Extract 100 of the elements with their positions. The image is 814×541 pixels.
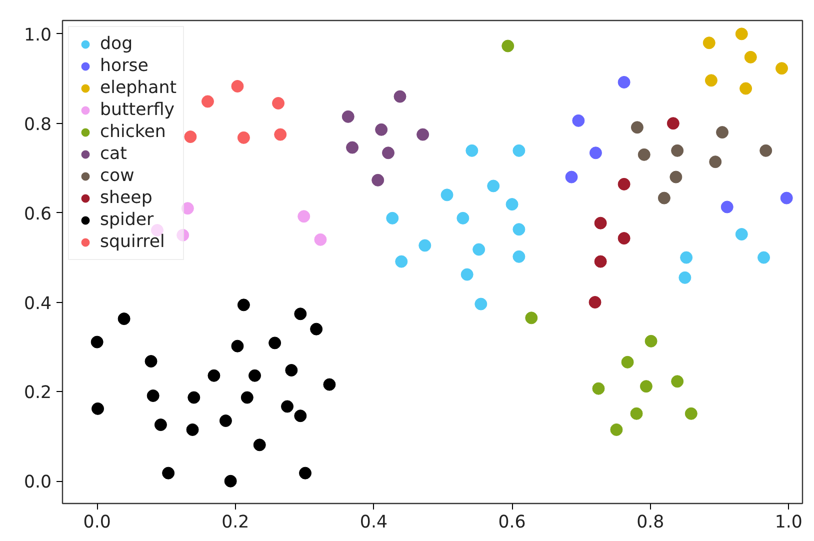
point: [670, 170, 682, 184]
point: [281, 400, 294, 413]
legend-label: cow: [100, 165, 134, 187]
point: [184, 130, 197, 144]
point: [758, 251, 770, 264]
point: [466, 144, 478, 157]
point: [684, 407, 698, 420]
legend-label: cat: [100, 143, 127, 165]
point: [588, 296, 602, 308]
point: [618, 232, 630, 245]
point: [456, 212, 470, 224]
point: [237, 131, 250, 144]
point: [472, 243, 486, 256]
legend-label: squirrel: [100, 231, 165, 253]
point: [299, 466, 312, 480]
point: [735, 28, 748, 40]
point: [272, 97, 285, 110]
point: [248, 369, 262, 382]
point: [644, 334, 658, 348]
point: [640, 380, 652, 393]
point: [618, 76, 630, 88]
point: [176, 228, 190, 242]
legend-label: elephant: [100, 77, 177, 99]
point: [760, 144, 772, 157]
point: [638, 148, 650, 161]
point: [740, 82, 752, 95]
point: [346, 141, 359, 154]
point: [776, 62, 788, 75]
point: [416, 128, 430, 141]
point: [720, 200, 734, 214]
legend-label: dog: [100, 33, 133, 55]
point: [592, 382, 605, 395]
legend-label: sheep: [100, 187, 152, 209]
point: [231, 80, 244, 92]
point: [621, 356, 634, 368]
point: [487, 180, 500, 192]
legend-label: chicken: [100, 121, 166, 143]
x-tick-label: 0.8: [636, 512, 664, 532]
point: [92, 402, 104, 415]
point: [268, 336, 282, 350]
point: [594, 216, 607, 230]
y-tick-label: 0.4: [24, 294, 52, 314]
point: [618, 178, 630, 190]
point: [382, 146, 394, 160]
point: [294, 308, 307, 320]
point: [224, 474, 237, 488]
point: [186, 423, 199, 436]
y-tick-label: 0.0: [24, 472, 52, 493]
x-tick-label: 0.4: [360, 512, 388, 532]
point: [589, 146, 602, 160]
point: [702, 36, 716, 50]
point: [502, 40, 514, 52]
point: [310, 322, 323, 336]
point: [372, 174, 384, 186]
y-tick-label: 0.2: [24, 383, 52, 404]
point: [572, 114, 585, 127]
point: [118, 312, 130, 326]
point: [630, 121, 644, 134]
point: [418, 239, 432, 252]
point: [394, 90, 406, 103]
legend-label: spider: [100, 209, 154, 231]
x-tick-label: 0.6: [498, 512, 526, 532]
legend-label: butterfly: [100, 99, 175, 121]
point: [474, 298, 488, 310]
point: [240, 391, 254, 404]
point: [146, 389, 160, 402]
point: [375, 123, 388, 136]
point: [298, 210, 310, 223]
x-tick-label: 0.2: [222, 512, 250, 532]
y-tick-label: 0.6: [24, 204, 52, 224]
point: [610, 423, 623, 436]
x-tick-label: 0.0: [83, 512, 111, 532]
point: [666, 117, 680, 130]
point: [704, 74, 718, 87]
point: [512, 223, 526, 236]
point: [208, 369, 220, 382]
y-tick-label: 0.8: [24, 114, 52, 135]
point: [709, 156, 722, 168]
point: [735, 228, 748, 241]
point: [780, 192, 793, 204]
point: [680, 251, 693, 264]
point: [744, 50, 757, 64]
point: [630, 407, 643, 420]
point: [201, 95, 214, 108]
point: [658, 192, 670, 204]
point: [90, 336, 104, 348]
point: [678, 271, 692, 284]
point: [294, 410, 307, 422]
point: [237, 298, 250, 312]
point: [525, 312, 538, 324]
point: [181, 202, 194, 215]
point: [512, 144, 526, 157]
point: [386, 212, 399, 224]
point: [512, 250, 526, 263]
point: [460, 268, 474, 281]
point: [274, 128, 287, 141]
point: [314, 233, 327, 246]
point: [144, 355, 158, 368]
point: [188, 391, 200, 404]
point: [154, 418, 167, 432]
